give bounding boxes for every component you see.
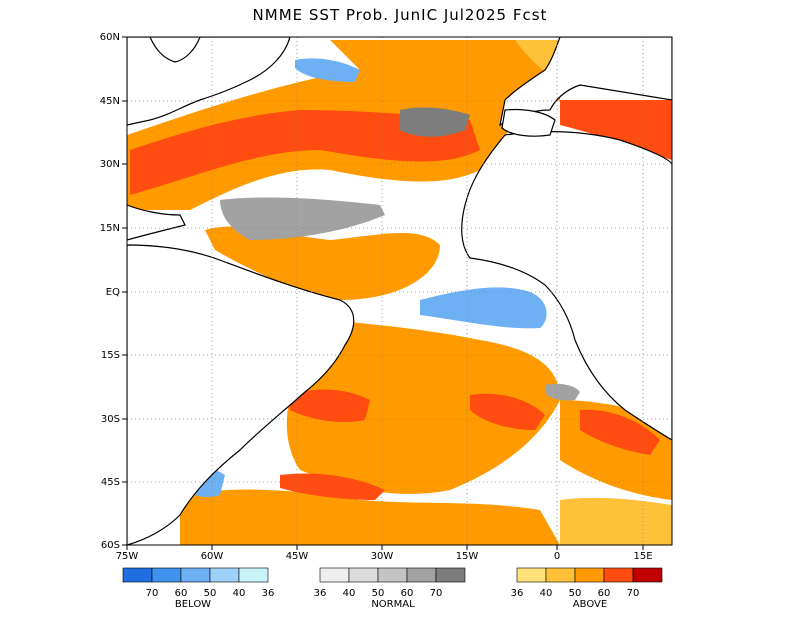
- y-tick-label: 60N: [100, 32, 120, 43]
- probability-field: [127, 37, 672, 545]
- legend-tick-label: 50: [569, 588, 582, 599]
- legend-name-above: ABOVE: [573, 599, 607, 610]
- legend-name-below: BELOW: [175, 599, 211, 610]
- above-region-south-strong-2: [470, 393, 545, 430]
- above-region-south-central: [286, 320, 560, 494]
- above-region-south-strong-1: [290, 389, 370, 422]
- iberia-land: [501, 108, 556, 137]
- below-region-equatorial: [420, 287, 547, 329]
- map-title: NMME SST Prob. JunIC Jul2025 Fcst: [252, 6, 548, 24]
- normal-region-tropical: [220, 197, 385, 240]
- above-region-southeast-strong: [580, 409, 660, 455]
- y-tick-label: 15S: [101, 350, 120, 361]
- y-tick-label: 45N: [100, 96, 120, 107]
- legend-above: 36 40 50 60 70 ABOVE: [511, 567, 663, 610]
- above-region-south-far: [180, 489, 560, 545]
- above-region-subtropics: [330, 40, 537, 87]
- above-region-mediterranean: [560, 100, 672, 160]
- x-tick-label: 15W: [456, 551, 479, 562]
- legend-tick-label: 40: [343, 588, 356, 599]
- legend-normal: 36 40 50 60 70 NORMAL: [314, 567, 466, 610]
- legend-below: 70 60 50 40 36 BELOW: [122, 567, 275, 610]
- legend-tick-label: 50: [372, 588, 385, 599]
- legend-tick-label: 36: [511, 588, 524, 599]
- legend-swatch: [516, 567, 547, 583]
- africa-land: [461, 131, 672, 441]
- map-frame: [126, 36, 673, 546]
- legend-swatch: [632, 567, 663, 583]
- x-tick-label: 75W: [116, 551, 139, 562]
- normal-region-south: [545, 383, 580, 401]
- legend-swatch: [238, 567, 269, 583]
- y-tick-label: 30S: [101, 414, 120, 425]
- x-tick-label: 60W: [201, 551, 224, 562]
- central-america-land: [127, 204, 186, 241]
- legend-tick-label: 36: [314, 588, 327, 599]
- legend-swatch: [574, 567, 605, 583]
- legend-swatch: [122, 567, 153, 583]
- legend-swatch: [406, 567, 437, 583]
- legend-tick-label: 40: [540, 588, 553, 599]
- y-tick-label: 45S: [101, 477, 120, 488]
- above-region-tropical-north: [205, 226, 440, 300]
- legend-swatch: [151, 567, 182, 583]
- legend-tick-label: 36: [262, 588, 275, 599]
- normal-region-north: [400, 107, 470, 137]
- legend-swatch: [435, 567, 466, 583]
- x-tick-label: 45W: [286, 551, 309, 562]
- y-tick-label: 60S: [101, 540, 120, 551]
- legend-swatch: [209, 567, 240, 583]
- legend-swatch: [180, 567, 211, 583]
- south-america-land: [127, 244, 355, 545]
- y-tick-label: 30N: [100, 159, 120, 170]
- legend-tick-label: 70: [430, 588, 443, 599]
- legend-tick-label: 60: [598, 588, 611, 599]
- legend-swatch: [603, 567, 634, 583]
- above-region-north-strong: [130, 110, 480, 195]
- legend-swatch: [377, 567, 408, 583]
- below-region-north: [295, 58, 360, 82]
- legend-swatch: [348, 567, 379, 583]
- legend-tick-label: 60: [401, 588, 414, 599]
- x-axis: 75W 60W 45W 30W 15W 0 15E: [116, 545, 653, 562]
- x-tick-label: 30W: [371, 551, 394, 562]
- above-region-south-far-strong: [280, 473, 385, 500]
- legend-tick-label: 50: [204, 588, 217, 599]
- grid-lines: [127, 37, 672, 545]
- legend-name-normal: NORMAL: [371, 599, 415, 610]
- x-tick-label: 0: [554, 551, 560, 562]
- legend-swatch: [319, 567, 350, 583]
- above-region-southwest-light: [560, 497, 672, 545]
- legend-tick-label: 60: [175, 588, 188, 599]
- legend-tick-label: 70: [146, 588, 159, 599]
- legend-swatch: [545, 567, 576, 583]
- legend-tick-label: 40: [233, 588, 246, 599]
- greenland-land: [149, 37, 201, 63]
- y-tick-label: EQ: [106, 287, 120, 298]
- y-tick-label: 15N: [100, 223, 120, 234]
- y-axis: 60N 45N 30N 15N EQ 15S 30S 45S 60S: [100, 32, 127, 551]
- x-tick-label: 15E: [633, 551, 652, 562]
- legend-tick-label: 70: [627, 588, 640, 599]
